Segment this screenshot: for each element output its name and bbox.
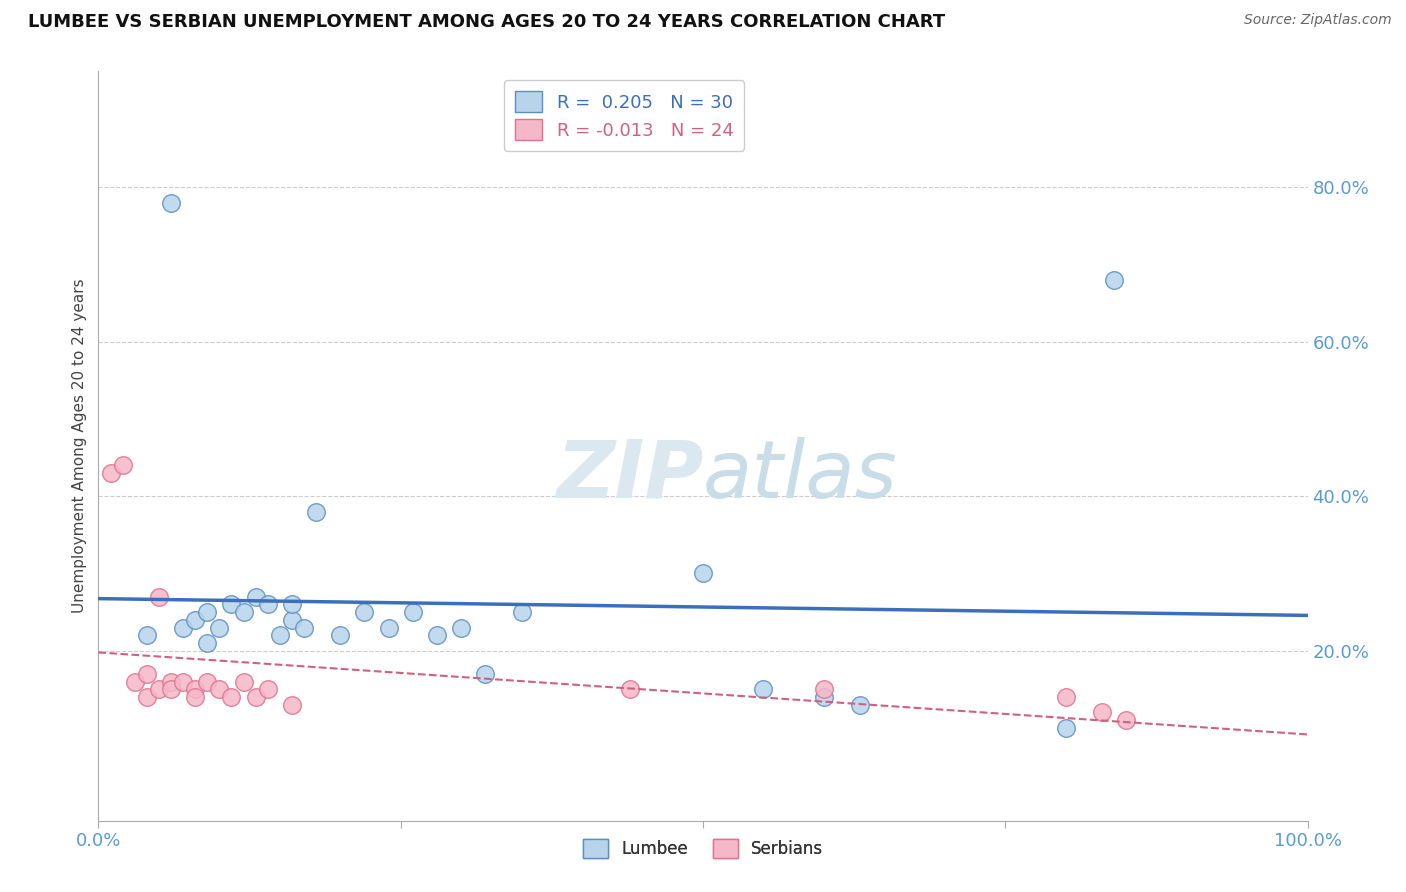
Point — [100, 466, 122, 480]
Point — [377, 621, 399, 635]
Text: LUMBEE VS SERBIAN UNEMPLOYMENT AMONG AGES 20 TO 24 YEARS CORRELATION CHART: LUMBEE VS SERBIAN UNEMPLOYMENT AMONG AGE… — [28, 13, 945, 31]
Point — [184, 613, 207, 627]
Point — [184, 682, 207, 697]
Point — [195, 674, 218, 689]
Point — [1102, 273, 1125, 287]
Point — [426, 628, 449, 642]
Point — [402, 605, 425, 619]
Point — [221, 690, 243, 704]
Point — [619, 682, 641, 697]
Point — [195, 636, 218, 650]
Point — [148, 682, 170, 697]
Point — [329, 628, 352, 642]
Point — [172, 674, 194, 689]
Point — [256, 682, 278, 697]
Point — [1091, 706, 1114, 720]
Point — [111, 458, 134, 473]
Point — [752, 682, 775, 697]
Point — [135, 666, 157, 681]
Point — [813, 682, 835, 697]
Point — [1054, 690, 1077, 704]
Point — [124, 674, 146, 689]
Point — [172, 621, 194, 635]
Point — [269, 628, 291, 642]
Point — [849, 698, 872, 712]
Point — [256, 598, 278, 612]
Point — [160, 674, 183, 689]
Point — [292, 621, 315, 635]
Text: ZIP: ZIP — [555, 437, 703, 515]
Point — [1054, 721, 1077, 735]
Point — [692, 566, 714, 581]
Point — [281, 698, 304, 712]
Point — [135, 690, 157, 704]
Point — [474, 666, 496, 681]
Point — [208, 621, 231, 635]
Point — [221, 598, 243, 612]
Text: atlas: atlas — [703, 437, 898, 515]
Point — [232, 605, 254, 619]
Legend: Lumbee, Serbians: Lumbee, Serbians — [576, 832, 830, 864]
Point — [160, 682, 183, 697]
Point — [232, 674, 254, 689]
Point — [135, 628, 157, 642]
Point — [813, 690, 835, 704]
Point — [1115, 713, 1137, 727]
Point — [160, 195, 183, 210]
Point — [450, 621, 472, 635]
Point — [245, 690, 267, 704]
Point — [148, 590, 170, 604]
Y-axis label: Unemployment Among Ages 20 to 24 years: Unemployment Among Ages 20 to 24 years — [72, 278, 87, 614]
Point — [281, 613, 304, 627]
Point — [245, 590, 267, 604]
Point — [208, 682, 231, 697]
Point — [305, 505, 328, 519]
Point — [281, 598, 304, 612]
Point — [184, 690, 207, 704]
Point — [510, 605, 533, 619]
Point — [353, 605, 375, 619]
Point — [195, 605, 218, 619]
Text: Source: ZipAtlas.com: Source: ZipAtlas.com — [1244, 13, 1392, 28]
